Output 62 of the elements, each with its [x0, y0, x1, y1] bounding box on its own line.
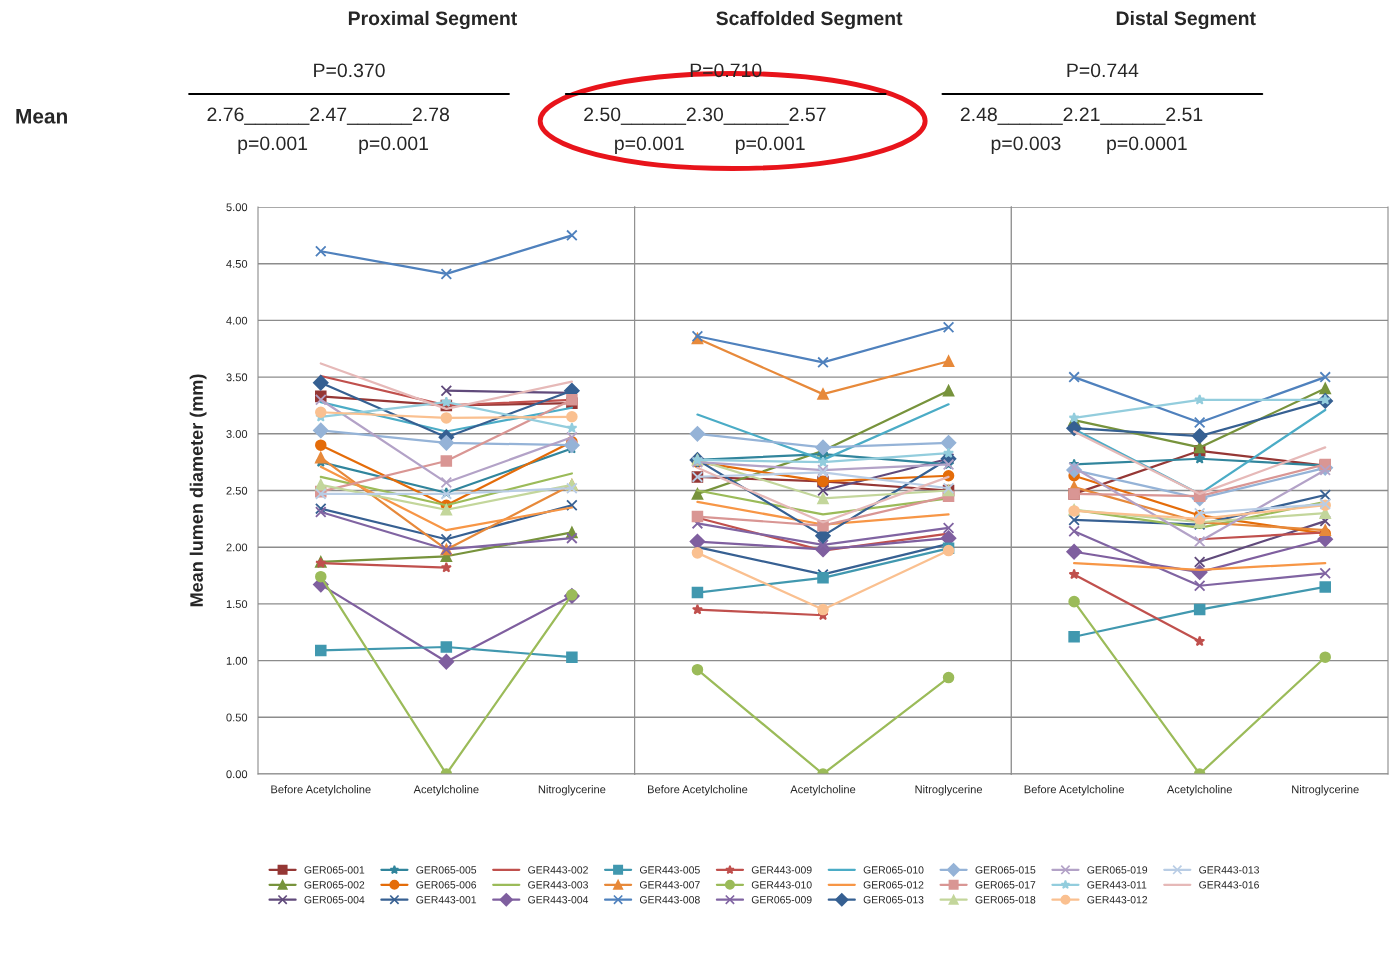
legend-label: GER065-002	[304, 881, 365, 889]
text: p=0.001	[359, 136, 428, 155]
x-tick-label: Acetylcholine	[790, 785, 856, 796]
text: 2.50______2.30______2.57	[584, 107, 826, 125]
text: P=0.744	[1067, 63, 1139, 78]
chart-title: Distal Segment	[1116, 10, 1256, 30]
y-tick-label: 5.00	[226, 203, 248, 212]
legend-label: GER443-008	[639, 896, 700, 904]
x-tick-label: Acetylcholine	[1166, 785, 1232, 796]
legend-label: GER443-001	[416, 896, 477, 904]
legend-label: GER443-002	[528, 866, 588, 874]
legend-label: GER443-003	[528, 881, 588, 889]
y-tick-label: 3.00	[226, 430, 248, 438]
legend-label: GER443-004	[528, 896, 589, 904]
legend-label: GER065-001	[304, 866, 365, 874]
text: 2.48______2.21______2.51	[960, 107, 1203, 125]
text: p=0.001	[238, 136, 308, 155]
legend-label: GER065-005	[416, 866, 477, 874]
legend-label: GER065-004	[304, 896, 365, 904]
y-tick-label: 2.00	[226, 543, 248, 552]
text: p=0.0001	[1107, 136, 1187, 155]
x-tick-label: Nitroglycerine	[538, 785, 606, 796]
text: p=0.001	[615, 136, 684, 155]
legend-label: GER065-012	[863, 881, 924, 889]
legend-label: GER065-009	[751, 896, 812, 904]
legend-label: GER443-012	[1087, 896, 1148, 904]
x-tick-label: Acetylcholine	[413, 785, 479, 796]
legend-label: GER065-013	[863, 896, 924, 904]
legend-label: GER065-017	[975, 881, 1036, 889]
text: p=0.001	[736, 136, 805, 155]
y-tick-label: 1.00	[226, 656, 248, 665]
legend-label: GER443-007	[639, 881, 700, 889]
y-tick-label: 1.50	[226, 600, 248, 609]
y-tick-label: 0.00	[226, 770, 248, 779]
legend-label: GER443-010	[751, 881, 812, 889]
x-tick-label: Before Acetylcholine	[271, 785, 371, 796]
legend-label: GER443-009	[751, 866, 812, 874]
text: P=0.370	[314, 63, 385, 78]
y-tick-label: 2.50	[226, 486, 248, 495]
legend-label: GER065-018	[975, 896, 1036, 904]
y-tick-label: 4.50	[226, 259, 248, 268]
x-tick-label: Before Acetylcholine	[648, 785, 748, 796]
legend-label: GER065-006	[416, 881, 477, 889]
y-tick-label: 4.00	[226, 316, 248, 325]
legend-label: GER065-019	[1087, 866, 1148, 874]
text: Mean	[16, 109, 67, 124]
legend-label: GER443-013	[1199, 866, 1259, 874]
chart-title: Proximal Segment	[348, 10, 518, 30]
x-tick-label: Nitroglycerine	[915, 785, 983, 796]
chart-title: Scaffolded Segment	[716, 10, 903, 30]
legend-label: GER065-015	[975, 866, 1036, 874]
legend-label: GER443-016	[1199, 881, 1259, 889]
text: p=0.003	[991, 136, 1061, 155]
x-tick-label: Before Acetylcholine	[1024, 785, 1124, 796]
y-tick-label: 0.50	[226, 713, 248, 722]
x-tick-label: Nitroglycerine	[1292, 785, 1359, 796]
legend-label: GER443-005	[639, 866, 700, 874]
text: 2.76______2.47______2.78	[207, 107, 449, 125]
y-axis-title: Mean lumen diameter (mm)	[189, 374, 207, 607]
legend-label: GER443-011	[1087, 881, 1147, 889]
legend-label: GER065-010	[863, 866, 924, 874]
y-tick-label: 3.50	[226, 373, 248, 382]
